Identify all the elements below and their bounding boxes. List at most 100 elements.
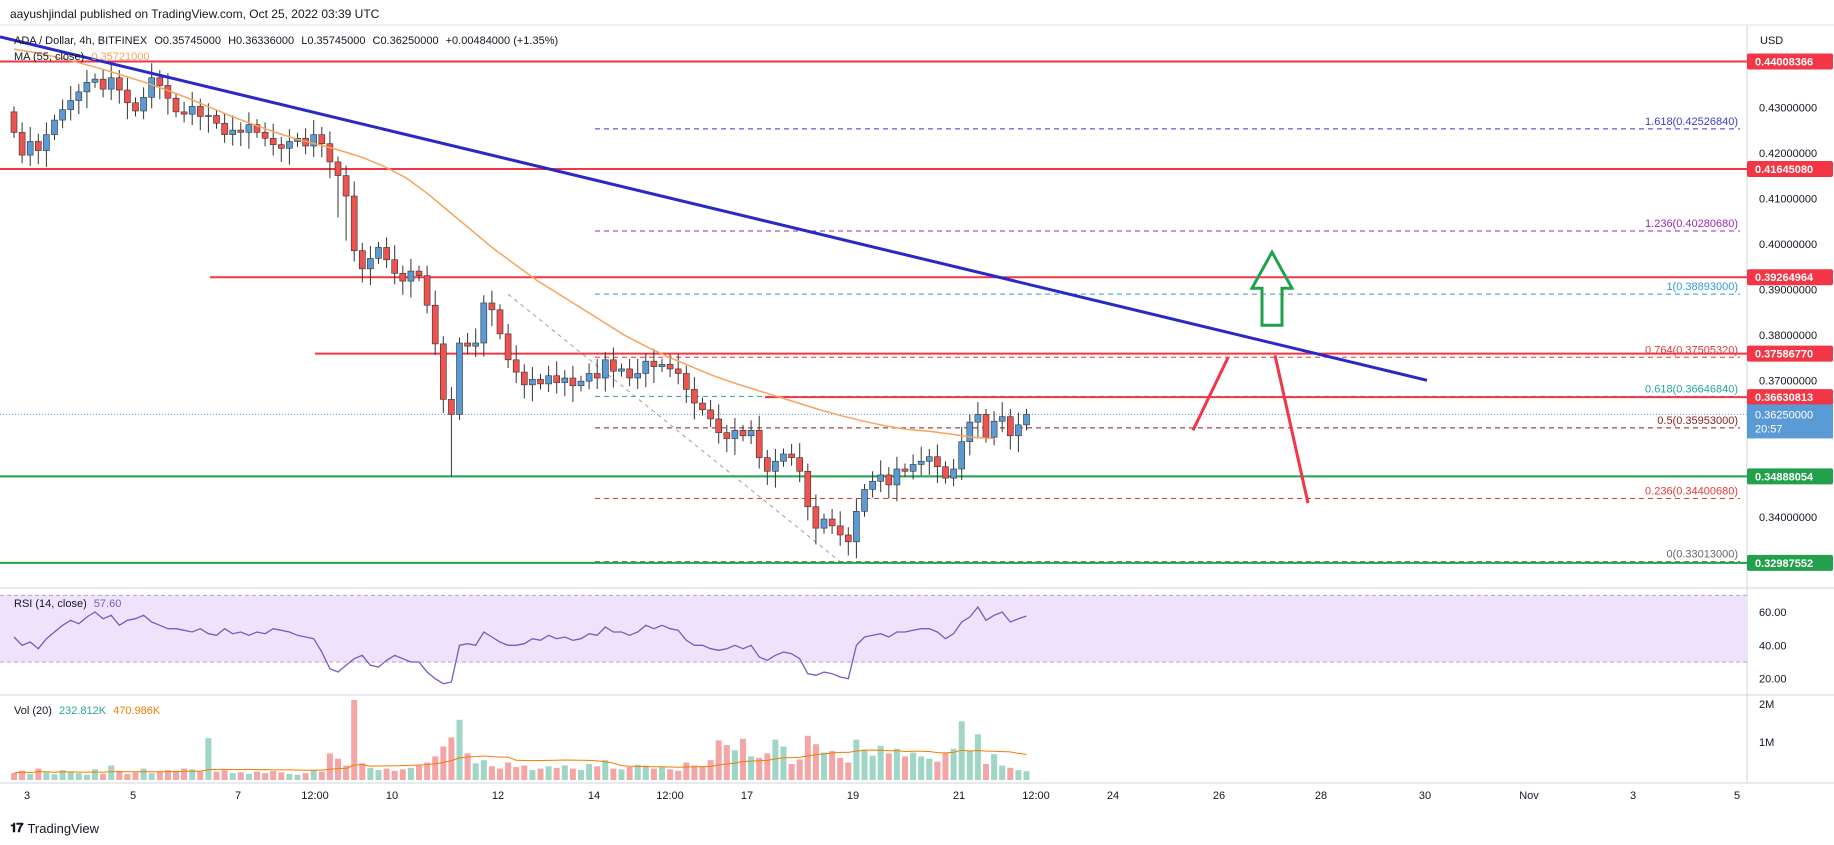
ma-legend[interactable]: MA (55, close) 0.35721000 <box>14 51 150 63</box>
candle-body <box>1023 414 1030 426</box>
volume-bar <box>740 738 746 780</box>
candle-body <box>844 534 852 543</box>
resistance-price-label: 0.36630813 <box>1755 392 1813 404</box>
candle-body <box>990 420 998 438</box>
volume-bar <box>132 772 139 780</box>
candle-body <box>286 141 293 149</box>
volume-bar <box>335 758 341 780</box>
candle-body <box>229 129 236 135</box>
time-tick-label: 5 <box>130 790 136 802</box>
volume-bar <box>278 772 285 780</box>
price-axis[interactable]: 0.43000000 0.42000000 0.41000000 0.40000000… <box>1747 53 1833 571</box>
candle-body <box>998 416 1006 422</box>
candle-body <box>553 375 561 383</box>
volume-bar <box>505 762 512 780</box>
candle-body <box>423 275 431 306</box>
candle-body <box>731 430 739 439</box>
candle-body <box>569 377 577 387</box>
candle-body <box>755 430 763 458</box>
volume-label: Vol (20) <box>14 705 52 717</box>
candle-body <box>642 360 650 374</box>
volume-ma-line <box>13 749 1027 774</box>
time-tick-label: 19 <box>847 790 859 802</box>
time-tick-label: 5 <box>1734 790 1740 802</box>
candle-body <box>658 364 666 367</box>
candle-body <box>221 122 228 135</box>
candle-body <box>561 377 569 383</box>
fib-level-label: 1(0.38893000) <box>1666 281 1738 293</box>
descending-trend-line <box>0 35 1428 382</box>
candle-body <box>456 342 463 415</box>
resistance-price-label: 0.37586770 <box>1755 349 1813 361</box>
volume-bar <box>448 737 455 780</box>
volume-bar <box>359 763 366 780</box>
volume-bar <box>318 771 325 780</box>
candle-body <box>269 137 277 145</box>
candle-body <box>836 525 844 536</box>
volume-bar <box>691 765 698 780</box>
volume-bar <box>100 773 107 780</box>
candle-body <box>180 111 188 115</box>
brand-name: TradingView <box>27 820 100 836</box>
candle-body <box>925 456 933 462</box>
candle-body <box>529 379 536 386</box>
candle-body <box>958 441 966 470</box>
volume-legend[interactable]: Vol (20) 232.812K 470.986K <box>14 705 160 717</box>
tradingview-brand[interactable]: 𝟏𝟕 TradingView <box>10 820 99 836</box>
candle-body <box>472 342 480 347</box>
candle-body <box>707 409 714 420</box>
volume-bar <box>569 768 576 780</box>
open-value: O0.35745000 <box>154 35 222 47</box>
volume-value-2: 470.986K <box>113 705 161 717</box>
volume-bar <box>521 765 528 780</box>
tradingview-logo-icon: 𝟏𝟕 <box>10 820 24 835</box>
chart-grid <box>0 24 1834 784</box>
volume-bar <box>537 768 544 780</box>
candle-body <box>107 77 115 90</box>
rsi-band <box>0 595 1747 662</box>
candle-body <box>172 97 180 113</box>
candle-body <box>934 456 941 468</box>
user-drawings <box>0 35 1428 504</box>
candle-body <box>496 309 504 335</box>
volume-bar <box>553 767 560 780</box>
candle-body <box>601 359 609 379</box>
candle-body <box>869 480 876 490</box>
resistance-price-label: 0.41645080 <box>1755 164 1813 176</box>
volume-bar <box>92 769 98 780</box>
volume-bar <box>821 752 827 780</box>
horizontal-levels <box>0 60 1747 564</box>
candle-body <box>415 270 423 276</box>
volume-bar <box>667 769 674 780</box>
candle-body <box>877 474 885 482</box>
volume-bar <box>715 740 722 780</box>
candle-body <box>59 109 66 121</box>
time-tick-label: 12:00 <box>656 790 684 802</box>
volume-bar <box>772 739 779 780</box>
candle-body <box>682 373 690 390</box>
volume-bar <box>877 745 884 780</box>
fib-level-label: 0.5(0.35953000) <box>1657 415 1738 427</box>
candle-body <box>715 418 723 433</box>
candle-body <box>610 359 617 372</box>
volume-bar <box>213 771 220 780</box>
volume-bar <box>108 765 115 780</box>
fib-level-label: 0(0.33013000) <box>1666 549 1738 561</box>
candle-body <box>480 302 488 344</box>
volume-bar <box>464 753 471 780</box>
candle-body <box>277 144 285 149</box>
volume-bar <box>75 773 82 780</box>
volume-bar <box>707 760 714 780</box>
time-tick-label: 24 <box>1107 790 1119 802</box>
volume-bar <box>67 771 74 780</box>
time-axis[interactable]: 3 5 7 12:00 10 12 14 12:00 17 19 21 12:00 24 26 28 30 No… <box>24 790 1740 802</box>
time-tick-label: Nov <box>1519 790 1539 802</box>
candle-body <box>820 518 828 529</box>
candlestick-series <box>10 63 1030 559</box>
volume-bar <box>869 755 876 780</box>
price-tick-label: 0.34000000 <box>1759 512 1817 524</box>
symbol-legend[interactable]: ADA / Dollar, 4h, BITFINEX O0.35745000 H… <box>14 35 558 47</box>
rsi-legend[interactable]: RSI (14, close) 57.60 <box>14 598 121 610</box>
volume-bar <box>731 750 738 780</box>
rsi-label: RSI (14, close) <box>14 598 87 610</box>
